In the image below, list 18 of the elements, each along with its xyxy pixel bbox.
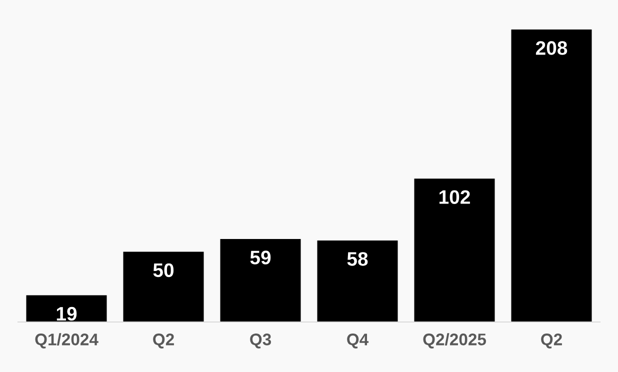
- data-label: 208: [536, 41, 568, 55]
- x-tick-label: Q1/2024: [35, 333, 98, 348]
- bar: [220, 239, 301, 322]
- bar: [511, 30, 592, 322]
- bar: [26, 295, 107, 322]
- data-label: 58: [347, 252, 368, 266]
- bar: [414, 178, 495, 322]
- x-tick-label: Q2: [153, 334, 174, 348]
- bar: [123, 252, 204, 322]
- bar: [317, 240, 398, 322]
- x-tick-label: Q2/2025: [423, 333, 486, 348]
- x-tick-label: Q4: [347, 334, 369, 348]
- x-tick-label: Q2: [541, 334, 562, 348]
- data-label: 102: [440, 190, 470, 204]
- data-label: 50: [153, 263, 174, 278]
- x-tick-label: Q3: [250, 334, 272, 348]
- data-label: 59: [250, 250, 271, 264]
- data-label: 19: [56, 306, 77, 321]
